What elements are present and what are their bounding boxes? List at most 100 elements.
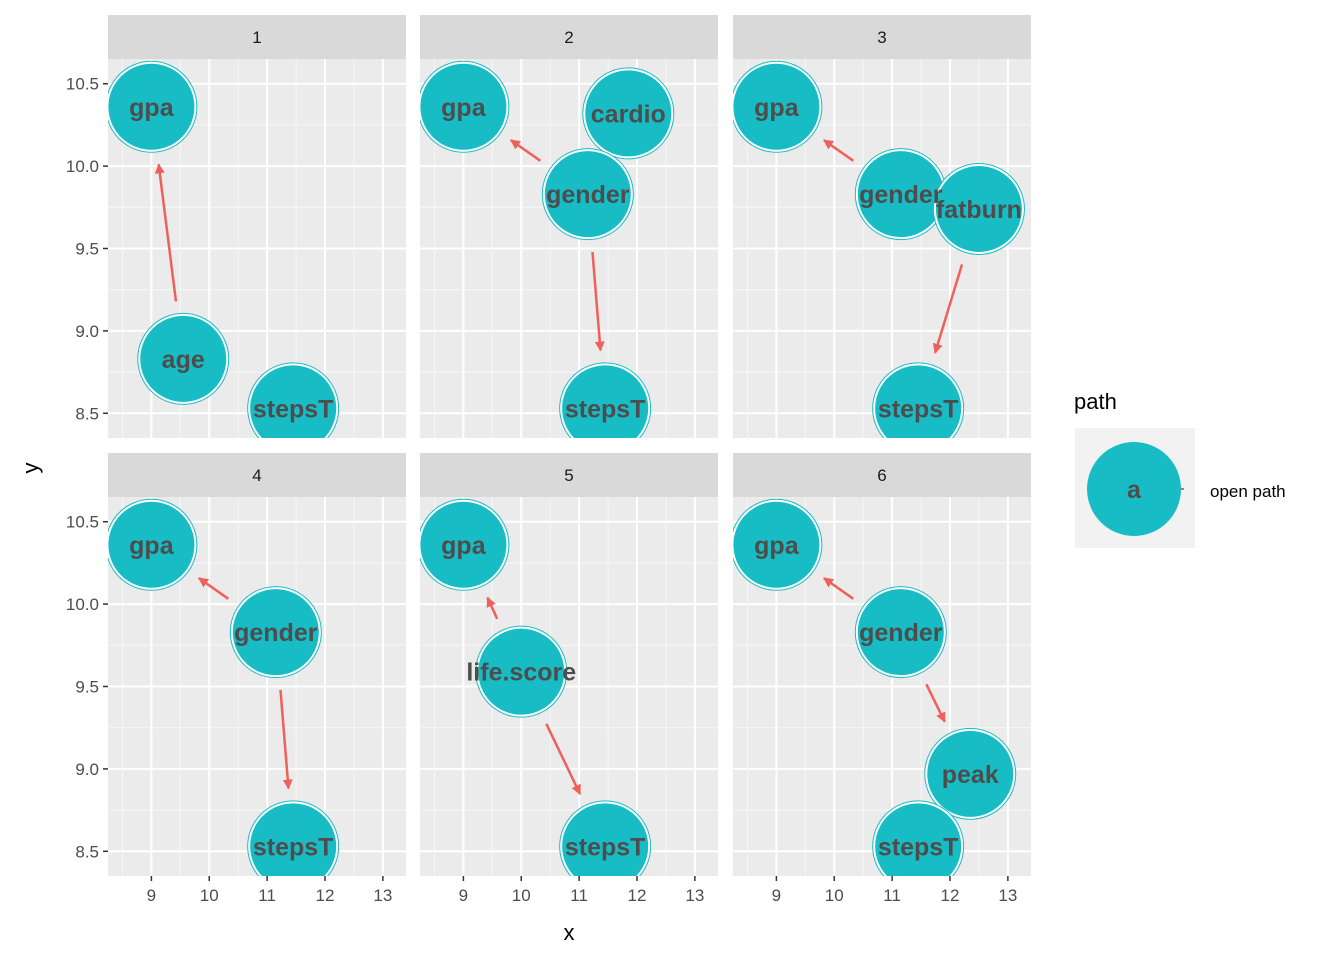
facet-panel-4: 4 gpa gender stepsT 8.5 9.0 9.5 10.0 10.5 9 10 11 12… <box>66 453 406 905</box>
node-label: gpa <box>129 94 175 122</box>
facet-strip <box>420 453 718 497</box>
y-tick-label: 9.5 <box>75 678 99 697</box>
edge-gender-to-gpa <box>198 577 230 600</box>
y-tick-label: 9.0 <box>75 322 99 341</box>
x-tick-label: 11 <box>883 886 901 905</box>
node-label: gender <box>234 619 318 647</box>
node-label: stepsT <box>878 833 959 861</box>
node-label: stepsT <box>878 395 959 423</box>
x-tick-label: 10 <box>200 886 219 905</box>
x-tick-label: 13 <box>685 886 704 905</box>
edge-gender-to-stepsT <box>279 689 293 790</box>
facet-panel-2: 2 gpa cardio gender stepsT <box>420 15 718 438</box>
y-tick-label: 9.0 <box>75 760 99 779</box>
facet-strip <box>733 15 1031 59</box>
facet-panel-1: 1 gpa age stepsT 8.5 9.0 9.5 10.0 10.5 <box>66 15 406 438</box>
legend: path a open path <box>1074 389 1286 548</box>
y-tick-label: 10.5 <box>66 513 99 532</box>
y-tick-label: 8.5 <box>75 404 99 423</box>
node-label: gpa <box>754 532 800 560</box>
x-tick-label: 9 <box>772 886 781 905</box>
node-stepsT <box>248 363 339 438</box>
node-label: stepsT <box>565 395 646 423</box>
panel-plot-area: gpa gender stepsT <box>108 497 406 876</box>
y-tick-label: 8.5 <box>75 842 99 861</box>
facet-strip <box>108 15 406 59</box>
node-cardio <box>583 68 674 159</box>
x-tick-label: 11 <box>258 886 276 905</box>
node-label: stepsT <box>565 833 646 861</box>
x-tick-label: 13 <box>998 886 1017 905</box>
node-label: stepsT <box>253 833 334 861</box>
panel-plot-area: gpa cardio gender stepsT <box>420 59 718 438</box>
node-fatburn <box>933 163 1024 254</box>
legend-key-label: a <box>1127 476 1142 504</box>
facet-strip-label: 5 <box>564 466 573 485</box>
node-gender <box>542 149 633 240</box>
facet-strip-label: 4 <box>252 466 261 485</box>
facet-strip-label: 2 <box>564 28 573 47</box>
x-tick-label: 12 <box>941 886 960 905</box>
x-tick-label: 10 <box>825 886 844 905</box>
node-label: gpa <box>129 532 175 560</box>
y-tick-label: 10.0 <box>66 595 99 614</box>
node-label: gpa <box>441 532 487 560</box>
node-label: age <box>162 346 205 374</box>
node-label: peak <box>942 761 999 789</box>
node-gpa <box>733 61 822 152</box>
x-axis-title: x <box>564 920 575 945</box>
node-gpa <box>108 61 197 152</box>
node-label: fatburn <box>936 196 1022 224</box>
y-tick-label: 10.5 <box>66 75 99 94</box>
edge-gender-to-stepsT <box>591 251 605 352</box>
x-tick-label: 11 <box>570 886 588 905</box>
edge-age-to-gpa <box>154 163 178 302</box>
facet-strip <box>733 453 1031 497</box>
panel-plot-area: gpa gender peak stepsT <box>733 497 1031 876</box>
panel-plot-area: gpa age stepsT <box>108 59 406 438</box>
node-label: gpa <box>754 94 800 122</box>
legend-title: path <box>1074 389 1117 414</box>
node-age <box>138 313 229 404</box>
facet-strip <box>420 15 718 59</box>
node-label: stepsT <box>253 395 334 423</box>
edge-gender-to-gpa <box>510 139 542 162</box>
node-gpa <box>108 499 197 590</box>
edge-gender-to-gpa <box>823 139 855 162</box>
y-tick-label: 10.0 <box>66 157 99 176</box>
facet-strip-label: 3 <box>877 28 886 47</box>
node-label: life.score <box>466 659 576 687</box>
x-tick-label: 12 <box>628 886 647 905</box>
node-stepsT <box>248 801 339 876</box>
x-tick-label: 13 <box>373 886 392 905</box>
node-gpa <box>420 61 509 152</box>
x-tick-label: 12 <box>316 886 335 905</box>
legend-key-node <box>1087 442 1181 536</box>
node-stepsT <box>560 363 651 438</box>
node-gpa <box>733 499 822 590</box>
node-label: gpa <box>441 94 487 122</box>
edge-gender-to-peak <box>925 683 946 723</box>
facet-strip <box>108 453 406 497</box>
edge-fatburn-to-stepsT <box>932 264 964 354</box>
node-life.score <box>476 626 567 717</box>
node-label: cardio <box>591 100 666 128</box>
x-tick-label: 9 <box>147 886 156 905</box>
edge-life.score-to-stepsT <box>545 723 582 795</box>
node-stepsT <box>873 363 964 438</box>
node-gender <box>855 587 946 678</box>
node-label: gender <box>859 619 943 647</box>
node-gpa <box>420 499 509 590</box>
y-axis-title: y <box>18 463 43 474</box>
node-label: gender <box>859 181 943 209</box>
node-stepsT <box>560 801 651 876</box>
node-gender <box>230 587 321 678</box>
legend-entry-label: open path <box>1210 482 1286 501</box>
edge-life.score-to-gpa <box>486 596 499 620</box>
edge-gender-to-gpa <box>823 577 855 600</box>
facet-strip-label: 6 <box>877 466 886 485</box>
node-stepsT <box>873 801 964 876</box>
